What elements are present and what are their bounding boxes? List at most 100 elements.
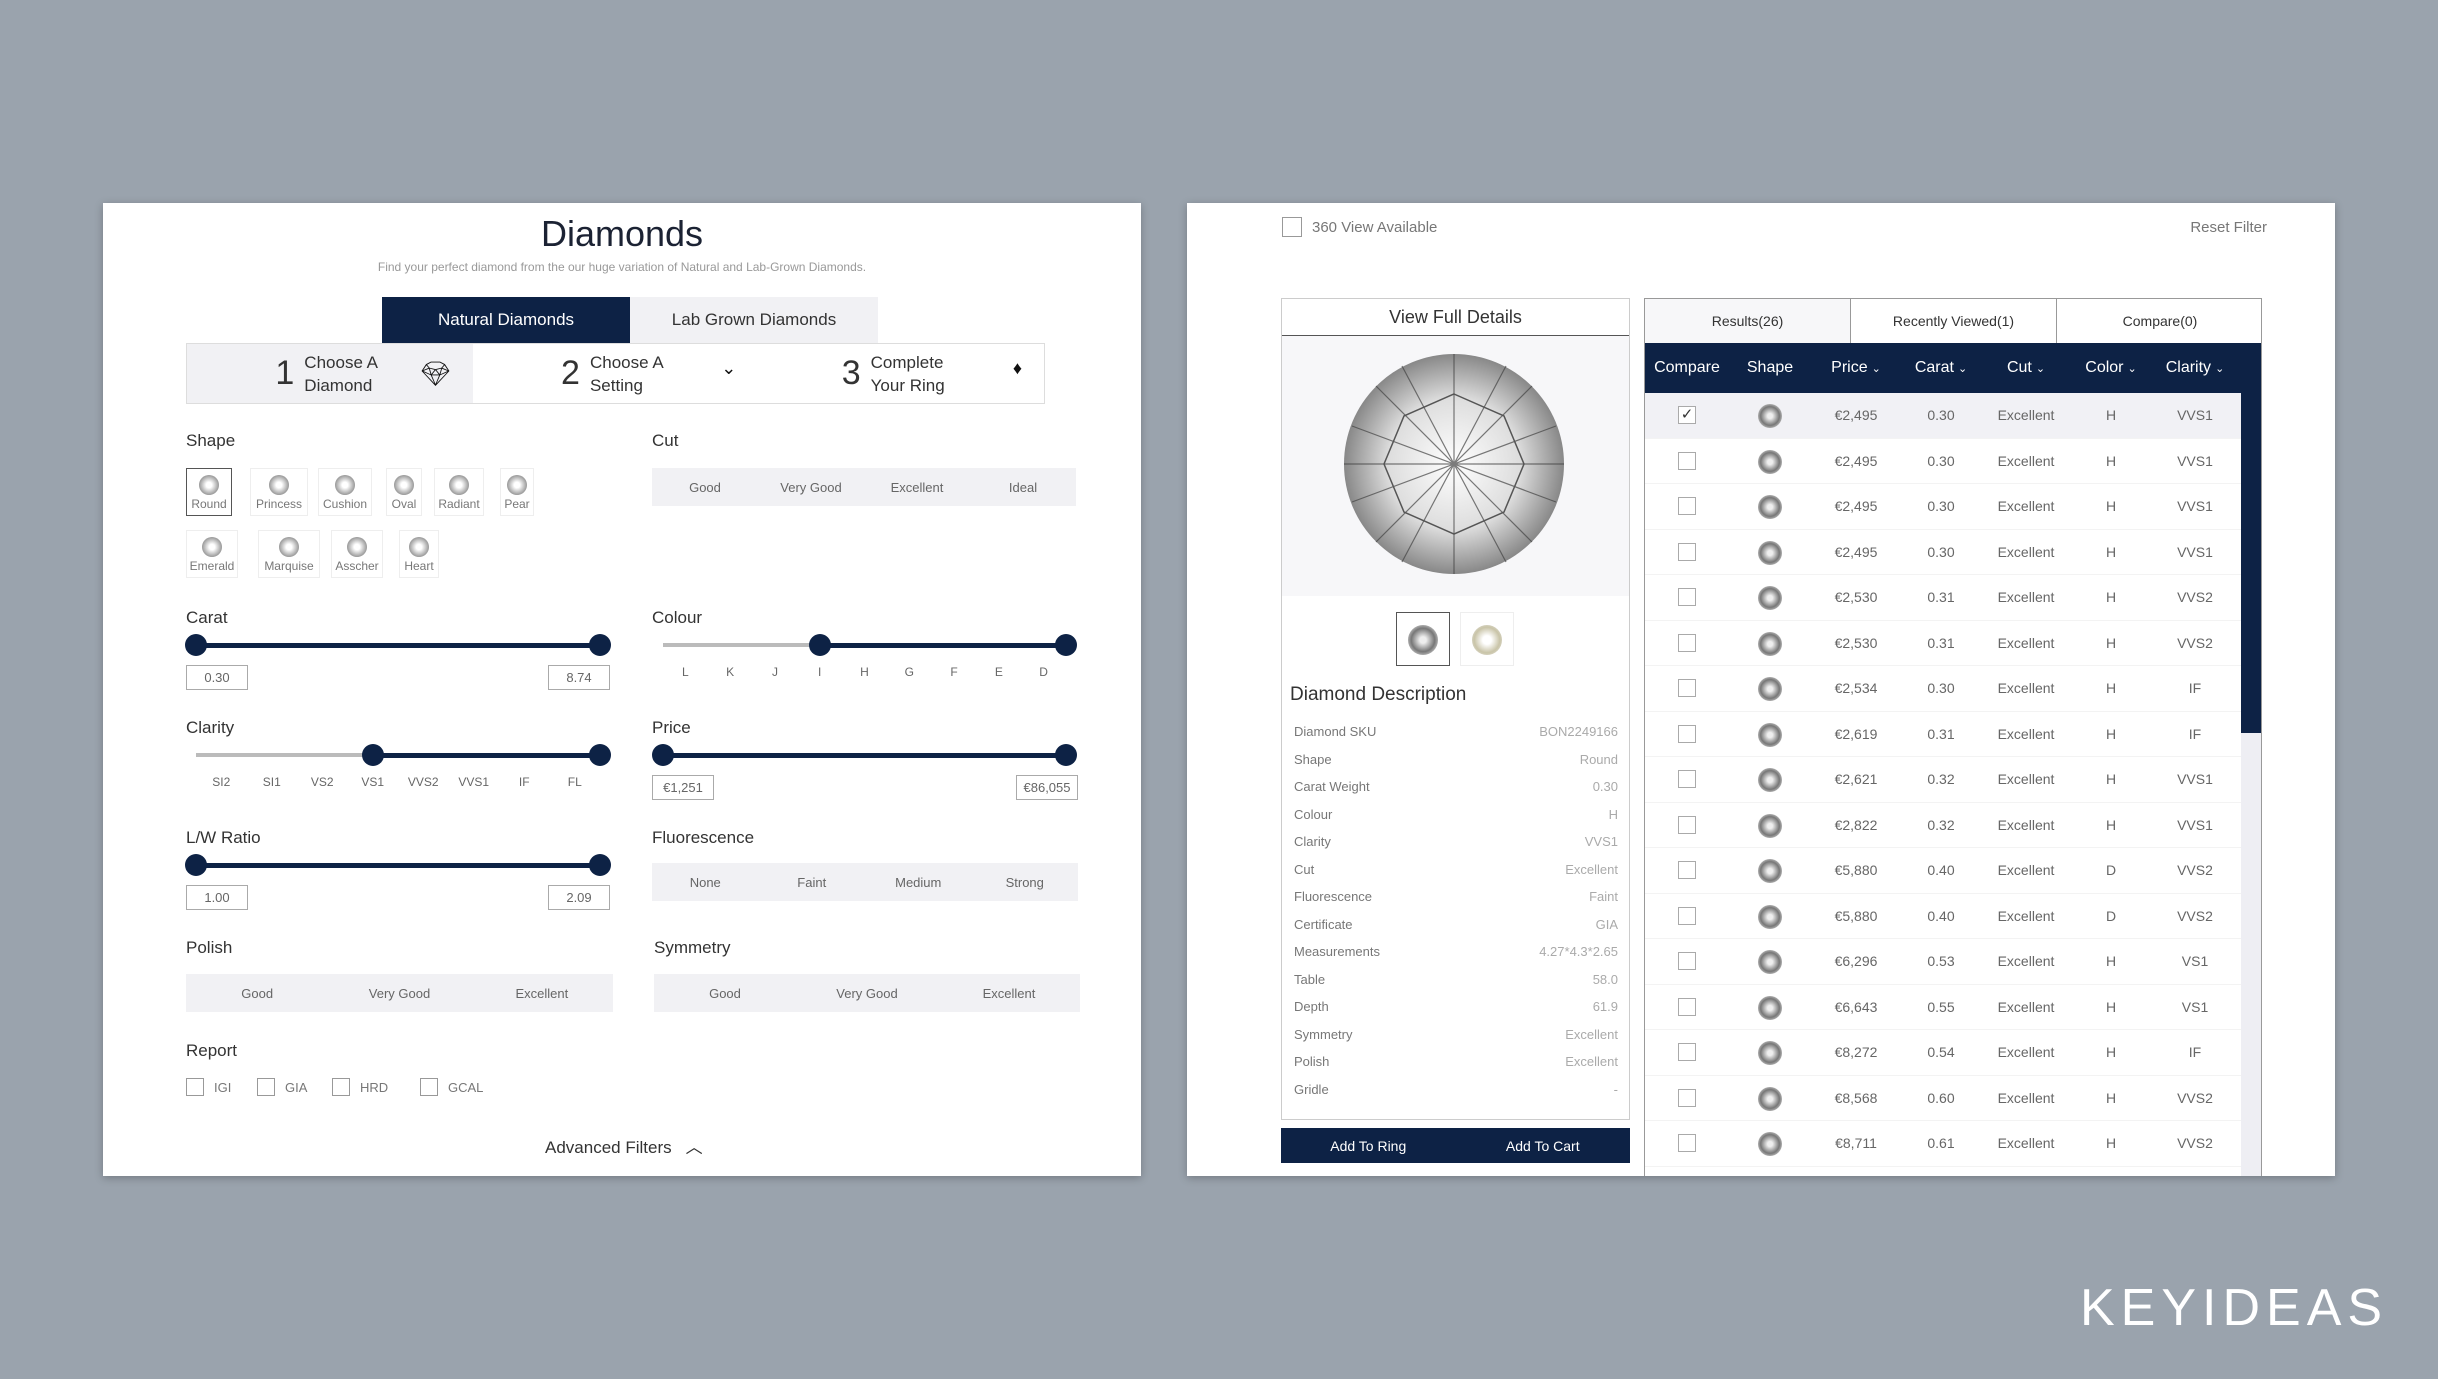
fluorescence-option-none[interactable]: None <box>689 874 721 890</box>
colour-track-active[interactable] <box>819 643 1066 648</box>
shape-option-oval[interactable]: Oval <box>386 468 422 516</box>
cut-option-ideal[interactable]: Ideal <box>1008 479 1038 495</box>
column-header-price[interactable]: Price ⌄ <box>1831 343 1881 393</box>
advanced-filters-toggle[interactable]: Advanced Filters ︿ <box>545 1133 703 1158</box>
scrollbar-thumb[interactable] <box>2241 393 2261 733</box>
thumbnail-diamond[interactable] <box>1396 612 1450 666</box>
scrollbar-track[interactable] <box>2241 733 2261 1176</box>
tab-lab-grown-diamonds[interactable]: Lab Grown Diamonds <box>630 297 878 343</box>
carat-max-input[interactable]: 8.74 <box>548 665 610 690</box>
compare-checkbox[interactable] <box>1678 542 1696 561</box>
add-to-ring-button[interactable]: Add To Ring <box>1330 1137 1407 1154</box>
column-header-color[interactable]: Color ⌄ <box>2085 343 2136 393</box>
compare-checkbox[interactable] <box>1678 588 1696 606</box>
compare-checkbox[interactable] <box>1678 451 1696 470</box>
compare-checkbox[interactable] <box>1678 724 1696 743</box>
compare-checkbox[interactable] <box>1678 997 1696 1016</box>
clarity-track-inactive[interactable] <box>196 753 373 757</box>
lw-slider-track[interactable] <box>196 863 600 868</box>
report-checkbox-gcal[interactable] <box>420 1078 438 1096</box>
polish-option-good[interactable]: Good <box>241 985 274 1001</box>
compare-checkbox[interactable] <box>1678 815 1696 834</box>
cut-option-very-good[interactable]: Very Good <box>780 479 842 495</box>
clarity-min-handle[interactable] <box>361 744 384 766</box>
table-row[interactable]: €2,534 0.30 Excellent H IF <box>1645 666 2241 712</box>
column-header-carat[interactable]: Carat ⌄ <box>1915 343 1967 393</box>
carat-slider-track[interactable] <box>196 643 600 648</box>
cut-option-good[interactable]: Good <box>689 479 721 495</box>
symmetry-option-excellent[interactable]: Excellent <box>982 985 1036 1001</box>
symmetry-option-very-good[interactable]: Very Good <box>836 985 898 1001</box>
colour-track-inactive[interactable] <box>663 643 820 647</box>
shape-option-radiant[interactable]: Radiant <box>434 468 484 516</box>
tab-recently-viewed[interactable]: Recently Viewed(1) <box>1851 299 2057 343</box>
compare-checkbox[interactable] <box>1678 952 1696 970</box>
table-row[interactable]: €2,619 0.31 Excellent H IF <box>1645 712 2241 757</box>
clarity-max-handle[interactable] <box>589 744 611 766</box>
shape-option-emerald[interactable]: Emerald <box>186 530 238 578</box>
table-row[interactable]: €5,880 0.40 Excellent D VVS2 <box>1645 894 2241 939</box>
fluorescence-option-strong[interactable]: Strong <box>1005 874 1044 890</box>
table-row[interactable]: €2,495 0.30 Excellent H VVS1 <box>1645 439 2241 484</box>
compare-checkbox[interactable] <box>1678 770 1696 788</box>
colour-max-handle[interactable] <box>1055 634 1077 656</box>
shape-option-marquise[interactable]: Marquise <box>258 530 320 578</box>
shape-option-round[interactable]: Round <box>186 468 232 516</box>
clarity-track-active[interactable] <box>372 753 600 758</box>
report-checkbox-gia[interactable] <box>257 1078 275 1096</box>
table-row[interactable]: €2,530 0.31 Excellent H VVS2 <box>1645 575 2241 621</box>
view-full-details-button[interactable]: View Full Details <box>1282 299 1629 336</box>
lw-max-input[interactable]: 2.09 <box>548 885 610 910</box>
fluorescence-option-faint[interactable]: Faint <box>797 874 827 890</box>
tab-compare[interactable]: Compare(0) <box>2122 313 2198 329</box>
reset-filter-link[interactable]: Reset Filter <box>2190 219 2267 236</box>
polish-option-excellent[interactable]: Excellent <box>515 985 569 1001</box>
lw-max-handle[interactable] <box>589 854 611 876</box>
price-max-input[interactable]: €86,055 <box>1016 775 1078 800</box>
tab-results[interactable]: Results(26) <box>1645 299 1851 343</box>
compare-checkbox[interactable] <box>1678 861 1696 879</box>
compare-checkbox[interactable] <box>1678 1088 1696 1107</box>
table-row[interactable]: €8,711 0.61 Excellent H VVS2 <box>1645 1121 2241 1167</box>
polish-option-very-good[interactable]: Very Good <box>368 985 431 1001</box>
price-min-handle[interactable] <box>652 744 674 766</box>
shape-option-asscher[interactable]: Asscher <box>331 530 383 578</box>
cut-option-excellent[interactable]: Excellent <box>890 479 944 495</box>
column-header-cut[interactable]: Cut ⌄ <box>2007 343 2045 393</box>
price-slider-track[interactable] <box>663 753 1066 758</box>
step-complete-ring[interactable]: 3 Complete Your Ring ♦ <box>758 344 1044 403</box>
tab-natural-diamonds[interactable]: Natural Diamonds <box>382 297 630 343</box>
compare-checkbox[interactable] <box>1678 1043 1696 1061</box>
table-row[interactable]: €8,568 0.60 Excellent H VVS2 <box>1645 1076 2241 1121</box>
compare-checkbox[interactable] <box>1678 679 1696 697</box>
column-header-clarity[interactable]: Clarity ⌄ <box>2166 343 2225 393</box>
table-row[interactable]: €2,822 0.32 Excellent H VVS1 <box>1645 803 2241 848</box>
table-row[interactable]: €6,296 0.53 Excellent H VS1 <box>1645 939 2241 985</box>
thumbnail-certificate[interactable] <box>1460 612 1514 666</box>
report-checkbox-igi[interactable] <box>186 1078 204 1096</box>
shape-option-princess[interactable]: Princess <box>250 468 308 516</box>
step-choose-setting[interactable]: 2 Choose A Setting ⌄ <box>473 344 759 403</box>
shape-option-heart[interactable]: Heart <box>399 530 439 578</box>
360-view-checkbox[interactable] <box>1282 217 1302 237</box>
table-row[interactable]: €5,880 0.40 Excellent D VVS2 <box>1645 848 2241 894</box>
report-checkbox-hrd[interactable] <box>332 1078 350 1096</box>
compare-checkbox[interactable] <box>1678 497 1696 515</box>
shape-option-pear[interactable]: Pear <box>500 468 534 516</box>
table-row[interactable]: €2,495 0.30 Excellent H VVS1 <box>1645 530 2241 575</box>
price-max-handle[interactable] <box>1055 744 1077 766</box>
add-to-cart-button[interactable]: Add To Cart <box>1505 1137 1580 1154</box>
compare-checkbox[interactable] <box>1678 633 1696 652</box>
compare-checkbox[interactable] <box>1678 906 1696 925</box>
price-min-input[interactable]: €1,251 <box>652 775 714 800</box>
table-row[interactable]: €8,272 0.54 Excellent H IF <box>1645 1030 2241 1076</box>
lw-min-handle[interactable] <box>185 854 207 876</box>
compare-checkbox[interactable]: ✓ <box>1678 406 1696 424</box>
fluorescence-option-medium[interactable]: Medium <box>895 874 942 890</box>
table-row[interactable]: ✓ €2,495 0.30 Excellent H VVS1 <box>1645 393 2241 439</box>
shape-option-cushion[interactable]: Cushion <box>318 468 372 516</box>
lw-min-input[interactable]: 1.00 <box>186 885 248 910</box>
table-row[interactable]: €2,495 0.30 Excellent H VVS1 <box>1645 484 2241 530</box>
symmetry-option-good[interactable]: Good <box>709 985 741 1001</box>
compare-checkbox[interactable] <box>1678 1134 1696 1152</box>
